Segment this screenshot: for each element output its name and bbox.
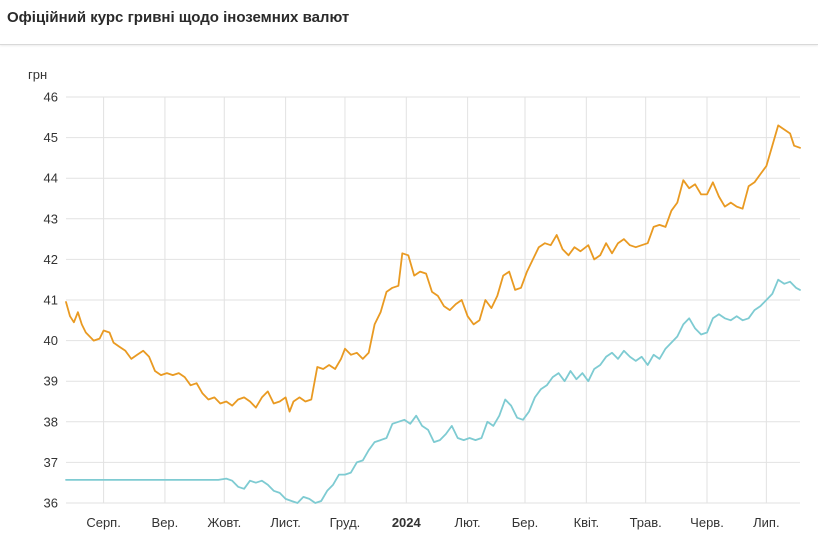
y-tick-label: 46 <box>44 90 58 105</box>
chart-header: Офіційний курс гривні щодо іноземних вал… <box>0 0 818 45</box>
series-line-2 <box>65 278 801 504</box>
x-axis-ticks: Серп. Вер. Жовт. Лист. Груд. 2024 Лют. Бер. Квіт… <box>86 515 779 530</box>
x-tick-label: Серп. <box>86 515 121 530</box>
x-tick-label: Лют. <box>455 515 481 530</box>
y-tick-label: 37 <box>44 455 58 470</box>
x-tick-label: Груд. <box>330 515 361 530</box>
x-tick-label: Лист. <box>270 515 300 530</box>
x-tick-label: Лип. <box>753 515 779 530</box>
y-tick-label: 44 <box>44 171 58 186</box>
y-tick-label: 38 <box>44 414 58 429</box>
x-tick-label: Черв. <box>690 515 724 530</box>
grid-lines <box>66 96 800 504</box>
series-lines <box>65 124 801 504</box>
y-tick-label: 41 <box>44 293 58 308</box>
y-tick-label: 43 <box>44 211 58 226</box>
y-tick-label: 42 <box>44 252 58 267</box>
x-tick-label: Квіт. <box>574 515 600 530</box>
x-tick-label: Бер. <box>512 515 539 530</box>
x-tick-label: Вер. <box>152 515 179 530</box>
y-tick-label: 36 <box>44 496 58 511</box>
y-tick-label: 39 <box>44 374 58 389</box>
y-tick-label: 40 <box>44 333 58 348</box>
x-tick-label: Трав. <box>630 515 662 530</box>
y-tick-label: 45 <box>44 130 58 145</box>
series-line-1 <box>65 124 801 413</box>
chart-title: Офіційний курс гривні щодо іноземних вал… <box>7 9 350 26</box>
x-tick-label: Жовт. <box>207 515 241 530</box>
x-tick-label: 2024 <box>392 515 422 530</box>
y-axis-unit-label: грн <box>28 67 48 82</box>
y-axis-ticks: 36 37 38 39 40 41 42 43 44 45 46 <box>44 90 58 511</box>
